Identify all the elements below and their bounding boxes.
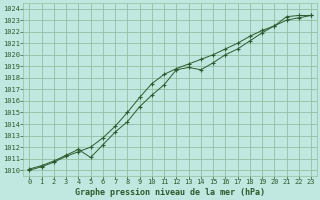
X-axis label: Graphe pression niveau de la mer (hPa): Graphe pression niveau de la mer (hPa) xyxy=(75,188,265,197)
